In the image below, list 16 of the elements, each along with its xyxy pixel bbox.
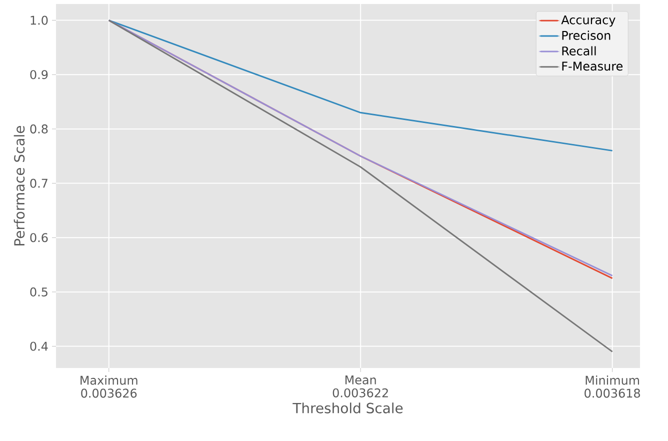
y-tick-label: 0.9: [30, 70, 48, 80]
legend-label: Accuracy: [561, 15, 616, 27]
y-tick-label: 0.6: [30, 233, 48, 242]
x-tick-label: Maximum 0.003626: [80, 376, 138, 398]
y-tick-label: 0.7: [30, 178, 48, 188]
x-tick-label: Mean 0.003622: [332, 376, 388, 398]
y-tick-label: 0.5: [30, 287, 48, 296]
x-axis-title: Threshold Scale: [292, 402, 403, 414]
y-axis-title: Performace Scale: [14, 126, 25, 246]
y-tick-label: 1.0: [30, 16, 48, 25]
y-tick-label: 0.8: [30, 124, 48, 134]
y-tick-label: 0.4: [30, 342, 48, 351]
legend-label: Precison: [562, 30, 610, 40]
x-tick-label: Minimum 0.003618: [584, 376, 640, 398]
legend-label: Recall: [562, 46, 596, 56]
legend-label: F-Measure: [562, 62, 623, 71]
